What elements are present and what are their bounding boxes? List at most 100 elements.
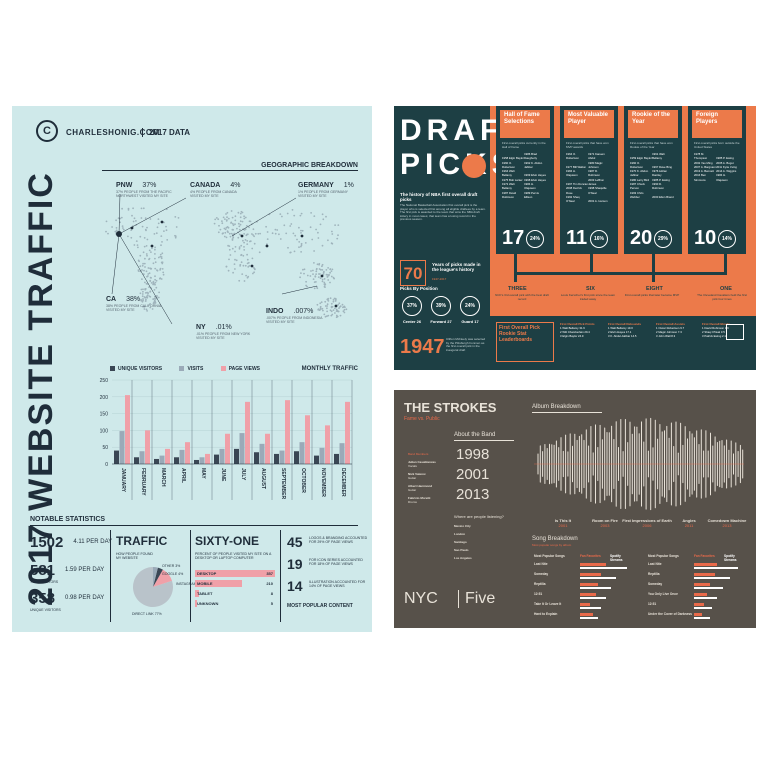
map-dot xyxy=(132,207,134,210)
map-dot xyxy=(233,263,236,265)
map-dot xyxy=(146,291,148,294)
map-dot xyxy=(221,222,224,225)
map-dot xyxy=(149,295,152,298)
player-name: 2016 Ben Simmons xyxy=(694,173,706,182)
stream-bar xyxy=(694,606,713,609)
map-dot xyxy=(144,228,147,231)
bar xyxy=(214,454,219,464)
connector xyxy=(724,254,727,274)
song-name: You Only Live Once xyxy=(648,592,678,596)
map-dot xyxy=(244,239,247,241)
map-dot xyxy=(142,207,145,210)
map-dot xyxy=(242,264,245,267)
map-dot xyxy=(115,227,118,229)
map-dot xyxy=(321,244,324,247)
map-dot xyxy=(224,218,226,220)
bar xyxy=(345,401,350,464)
history-text: The National Basketball Association firs… xyxy=(400,203,486,222)
map-dot xyxy=(287,246,289,249)
player-name: 2002 Yao Ming xyxy=(694,160,713,165)
pick-three: THREE xyxy=(508,286,527,292)
bar xyxy=(334,453,339,464)
player-name: 1993 Chris Webber xyxy=(630,190,644,199)
song-name: 12:51 xyxy=(534,592,543,596)
map-dot xyxy=(315,268,318,271)
map-dot xyxy=(157,218,160,220)
map-dot xyxy=(245,234,248,237)
map-dot xyxy=(279,213,282,215)
map-dot xyxy=(239,265,242,267)
map-dot xyxy=(150,282,153,284)
device-row: TABLET 8 xyxy=(195,590,275,598)
player-name: 1992 Shaq O'Neal xyxy=(566,194,580,204)
map-dot xyxy=(245,225,248,227)
strokes-poster: THE STROKES Fame vs. Public Album Breakd… xyxy=(394,390,756,628)
map-dot xyxy=(155,232,158,235)
bar xyxy=(254,452,259,464)
map-dot xyxy=(148,249,151,252)
map-dot xyxy=(319,223,322,226)
map-dot xyxy=(146,295,148,298)
map-dot xyxy=(146,310,148,312)
origin-dot xyxy=(116,231,122,237)
map-dot xyxy=(166,239,169,241)
popular-title: MOST POPULAR CONTENT xyxy=(287,603,353,609)
map-dot xyxy=(148,272,151,275)
map-dot xyxy=(331,230,333,233)
map-dot xyxy=(317,231,319,234)
map-dot xyxy=(149,290,152,293)
map-dot xyxy=(327,314,330,317)
members-title: Band Members xyxy=(408,452,429,456)
map-dot xyxy=(329,297,332,300)
visitor-dot xyxy=(160,220,164,224)
map-dot xyxy=(143,269,145,272)
map-dot xyxy=(246,240,249,242)
map-dot xyxy=(243,233,246,235)
map-dot xyxy=(155,286,158,289)
world-map xyxy=(105,193,348,325)
map-dot xyxy=(334,312,336,314)
map-dot xyxy=(215,217,218,219)
legend-visits: VISITS xyxy=(179,366,203,372)
album-label: Is This It 2001 xyxy=(554,518,572,528)
stream-bar xyxy=(694,586,723,589)
player-name: 1964 Walt Bellamy xyxy=(502,169,515,178)
map-dot xyxy=(154,267,157,270)
map-dot xyxy=(323,313,326,316)
divider xyxy=(190,530,191,622)
map-dot xyxy=(154,261,157,264)
map-dot xyxy=(159,253,162,256)
loc-ny: NY .01% .01% PEOPLE FROM NEW YORK VISITED… xyxy=(196,324,251,340)
song-row: Someday xyxy=(534,572,634,582)
map-dot xyxy=(318,309,321,312)
hoop-icon xyxy=(726,324,744,340)
map-dot xyxy=(300,272,302,274)
traffic-title: TRAFFIC xyxy=(116,534,168,548)
map-dot xyxy=(145,253,148,255)
song-name: Reptilia xyxy=(648,572,660,576)
map-dot xyxy=(246,253,249,256)
bar xyxy=(299,442,305,464)
device-bar xyxy=(195,580,243,587)
player-name: 1961 Walt Bellamy xyxy=(652,152,665,161)
map-dot xyxy=(243,241,246,244)
bar xyxy=(339,443,345,464)
map-dot xyxy=(321,278,324,281)
map-dot xyxy=(337,303,339,306)
map-dot xyxy=(238,279,241,282)
divider xyxy=(102,170,358,171)
map-dot xyxy=(254,232,257,235)
song-table-2: Most Popular Songs Fan Favorites Spotify S… xyxy=(648,554,748,622)
map-dot xyxy=(316,287,319,290)
bar xyxy=(314,455,319,464)
map-dot xyxy=(234,223,236,226)
map-dot xyxy=(238,247,241,250)
map-dot xyxy=(243,246,245,248)
map-dot xyxy=(223,235,226,238)
map-dot xyxy=(142,262,144,265)
map-dot xyxy=(302,268,304,271)
map-dot xyxy=(228,248,231,251)
map-dot xyxy=(115,231,117,233)
map-dot xyxy=(135,220,137,222)
player-name: 2008 Derrick Rose xyxy=(566,186,582,195)
